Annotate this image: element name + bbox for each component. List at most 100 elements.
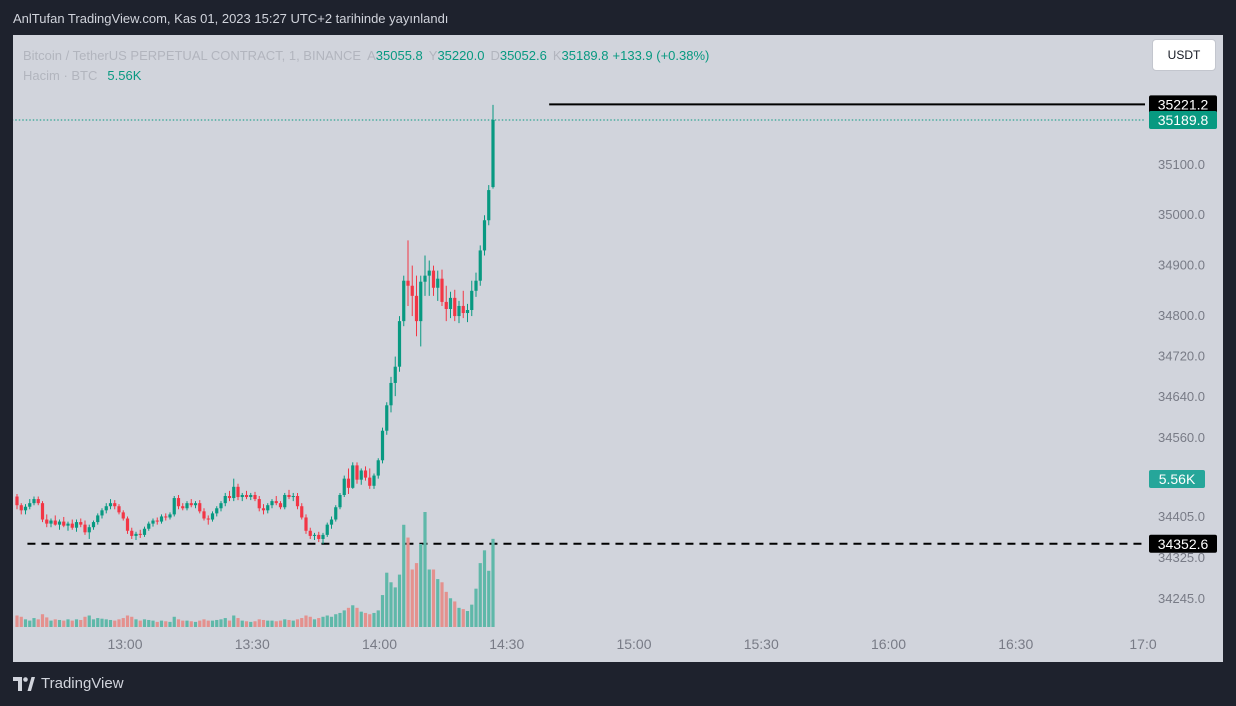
volume-bar <box>70 620 74 627</box>
candle-body <box>342 478 346 495</box>
candle-body <box>155 520 159 522</box>
symbol-name[interactable]: Bitcoin / TetherUS PERPETUAL CONTRACT, 1… <box>23 47 362 63</box>
candle-body <box>482 220 487 251</box>
candle-body <box>261 508 266 511</box>
candle-body <box>397 321 402 367</box>
volume-bar <box>465 611 470 627</box>
candle-body <box>125 518 130 531</box>
volume-bar <box>436 579 440 627</box>
volume-bar <box>125 615 130 627</box>
low-price-tag: 34352.6 <box>1149 534 1217 553</box>
time-axis[interactable]: 13:00 13:30 14:00 14:30 15:00 15:30 16:00 16:30… <box>107 636 1156 652</box>
low-value: 35052.6 <box>499 47 547 63</box>
volume-bar <box>457 607 461 627</box>
volume-bar <box>389 582 393 627</box>
candle-body <box>355 465 359 480</box>
candle-body <box>487 190 491 221</box>
candle-body <box>278 503 283 508</box>
volume-value: 5.56K <box>107 67 142 83</box>
candle-body <box>83 524 87 533</box>
volume-bar <box>40 614 45 627</box>
volume-bar <box>104 619 108 627</box>
price-tick-label: 34640.0 <box>1158 389 1205 404</box>
candle-body <box>376 460 380 476</box>
candle-body <box>440 278 444 302</box>
candle-body <box>270 501 274 506</box>
candle-body <box>142 528 147 535</box>
volume-bar <box>291 620 295 627</box>
candlestick-chart[interactable]: 35100.0 35000.0 34900.0 34800.0 34720.0 34640… <box>0 35 1223 662</box>
candle-body <box>96 515 100 523</box>
volume-label[interactable]: Hacim · BTC <box>23 67 98 83</box>
time-tick-label: 13:00 <box>107 636 142 652</box>
candle-body <box>308 530 312 536</box>
volume-bar <box>23 619 28 627</box>
ohlc-row: Bitcoin / TetherUS PERPETUAL CONTRACT, 1… <box>23 45 713 65</box>
volume-bar <box>74 619 79 627</box>
volume-bar <box>470 604 474 627</box>
volume-bar <box>491 538 495 627</box>
volume-bar <box>385 572 389 627</box>
candle-body <box>193 503 198 506</box>
open-value: 35055.8 <box>375 47 423 63</box>
candle-body <box>202 511 206 519</box>
candle-body <box>215 508 219 514</box>
candle-body <box>223 496 227 504</box>
close-value: 35189.8 <box>561 47 609 63</box>
candle-body <box>329 519 334 525</box>
candle-body <box>389 382 393 406</box>
candle-body <box>181 506 185 509</box>
volume-bar <box>108 619 113 627</box>
candle-body <box>325 524 329 535</box>
volume-bar <box>176 619 181 627</box>
candle-body <box>53 520 57 525</box>
low-label: D <box>490 47 500 63</box>
volume-bar <box>32 618 36 627</box>
candle-body <box>134 533 138 536</box>
candle-body <box>257 499 261 509</box>
candle-body <box>300 506 304 518</box>
branding-text: TradingView <box>41 675 124 692</box>
candle-body <box>414 295 419 322</box>
tradingview-logo[interactable]: TradingView <box>13 675 124 692</box>
price-tick-label: 34900.0 <box>1158 258 1205 273</box>
candle-body <box>151 520 155 524</box>
volume-bar <box>482 550 487 627</box>
volume-bar <box>253 621 257 627</box>
candle-body <box>87 527 91 533</box>
volume-bar <box>249 621 253 627</box>
candle-body <box>176 498 181 507</box>
candle-body <box>62 521 66 526</box>
volume-bar <box>193 621 198 627</box>
currency-button[interactable]: USDT <box>1152 39 1216 71</box>
close-label: K <box>552 47 562 63</box>
price-axis[interactable]: 35100.0 35000.0 34900.0 34800.0 34720.0 34640… <box>1158 157 1205 606</box>
candle-body <box>402 280 406 322</box>
candle-body <box>168 514 172 518</box>
candle-body <box>74 522 79 528</box>
chart-frame[interactable]: 35100.0 35000.0 34900.0 34800.0 34720.0 34640… <box>0 35 1223 662</box>
candle-body <box>453 297 457 317</box>
volume-bar <box>53 619 57 627</box>
volume-bar <box>189 621 193 627</box>
tradingview-logo-icon <box>13 676 35 691</box>
volume-bar <box>372 612 376 627</box>
low-price-tag-bg <box>1149 534 1217 553</box>
candle-body <box>470 290 474 310</box>
volume-bar <box>240 620 244 627</box>
volume-bar <box>308 616 312 627</box>
volume-bar <box>334 614 338 627</box>
volume-bar <box>338 612 342 627</box>
volume-bar <box>62 620 66 627</box>
volume-bar <box>304 615 308 627</box>
candle-body <box>478 250 482 281</box>
open-label: A <box>367 47 376 63</box>
volume-bar <box>138 620 142 627</box>
last-price-tag: 35189.8 <box>1149 111 1217 130</box>
candle-body <box>189 503 193 506</box>
candle-body <box>253 494 257 500</box>
volume-tag-text: 5.56K <box>1159 471 1196 487</box>
candle-body <box>317 534 321 539</box>
volume-bar <box>185 620 189 627</box>
